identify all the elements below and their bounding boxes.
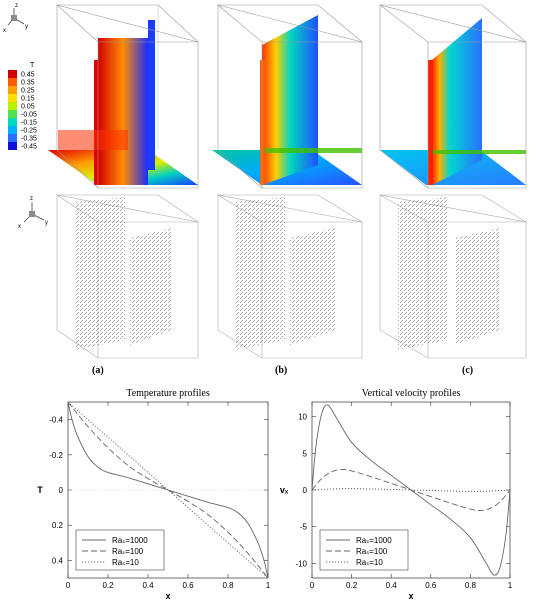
panel-b-contour xyxy=(212,4,363,189)
y-tick-label: 10 xyxy=(298,413,307,422)
colorbar-title: T xyxy=(30,62,35,69)
y-tick-label: 0 xyxy=(59,486,64,495)
series-line xyxy=(311,488,511,492)
colorbar-tick-label: -0.15 xyxy=(21,120,37,127)
legend-label: Raₛ=1000 xyxy=(112,536,148,545)
legend-box xyxy=(75,529,165,571)
colorbar-tick-label: 0.05 xyxy=(21,104,35,111)
x-tick-label: 0.8 xyxy=(465,581,477,590)
panel-c-contour xyxy=(379,4,527,189)
triad-z-label: z xyxy=(15,3,18,9)
colorbar-swatch xyxy=(8,102,17,110)
series-line xyxy=(67,401,269,579)
colorbar-tick-label: 0.35 xyxy=(21,80,35,87)
panel-label-a: (a) xyxy=(92,365,104,376)
x-axis-label: x xyxy=(165,591,170,601)
legend-label: Raₛ=10 xyxy=(356,558,383,567)
x-tick-label: 0 xyxy=(310,581,315,590)
y-tick-label: 0.2 xyxy=(52,521,64,530)
y-tick-label: 0.4 xyxy=(52,556,64,565)
y-tick-label: 0 xyxy=(303,486,308,495)
legend-label: Raₛ=1000 xyxy=(356,536,392,545)
colorbar-swatch xyxy=(8,126,17,134)
colorbar-tick-label: -0.25 xyxy=(21,128,37,135)
colorbar-tick-label: -0.45 xyxy=(21,144,37,151)
colorbar-swatch xyxy=(8,78,17,86)
x-tick-label: 1 xyxy=(508,581,513,590)
y-tick-label: -0.2 xyxy=(49,451,63,460)
colorbar-swatch xyxy=(8,142,17,150)
colorbar-swatch xyxy=(8,118,17,126)
triad-x-label: x xyxy=(3,28,6,34)
triad-mid-z-label: z xyxy=(30,196,33,202)
x-tick-label: 0.8 xyxy=(222,581,234,590)
triad-y-label: y xyxy=(25,24,28,30)
x-tick-label: 1 xyxy=(266,581,271,590)
colorbar-tick-label: -0.05 xyxy=(21,112,37,119)
panel-c-vectors xyxy=(378,194,528,359)
temperature-profile-chart: Temperature profiles 0 0.2 0.4 0.6 0.8 1 x -0.4 -… xyxy=(37,388,271,601)
chart-title: Temperature profiles xyxy=(126,388,210,399)
triad-mid-y-label: y xyxy=(45,220,48,226)
y-tick-label: 5 xyxy=(303,449,308,458)
panel-label-b: (b) xyxy=(275,365,287,376)
legend-label: Raₛ=100 xyxy=(356,547,388,556)
panel-a-vectors xyxy=(55,194,199,359)
legend-box xyxy=(319,529,409,571)
x-tick-label: 0 xyxy=(66,581,71,590)
y-tick-label: -0.4 xyxy=(49,416,63,425)
colorbar-swatch xyxy=(8,134,17,142)
y-axis-label: T xyxy=(37,485,43,495)
series-line xyxy=(67,401,269,579)
y-axis-label: vₓ xyxy=(280,485,289,495)
colorbar-tick-label: 0.25 xyxy=(21,88,35,95)
triad-mid-x-label: x xyxy=(18,224,21,230)
chart-title: Vertical velocity profiles xyxy=(362,388,461,399)
axis-triad-top: z y x xyxy=(3,3,28,34)
series-line xyxy=(67,401,269,579)
colorbar-tick-label: 0.15 xyxy=(21,96,35,103)
colorbar-tick-label: 0.45 xyxy=(21,72,35,79)
panel-label-c: (c) xyxy=(462,365,473,376)
colorbar-swatch xyxy=(8,110,17,118)
x-tick-label: 0.4 xyxy=(386,581,398,590)
axis-triad-mid: z y x xyxy=(18,196,48,230)
vertical-velocity-profile-chart: Vertical velocity profiles 0 0.2 0.4 0.6 0.8 1… xyxy=(280,388,513,601)
x-tick-label: 0.6 xyxy=(425,581,437,590)
x-tick-label: 0.6 xyxy=(182,581,194,590)
colorbar-swatch xyxy=(8,70,17,78)
x-tick-label: 0.4 xyxy=(142,581,154,590)
y-tick-label: -5 xyxy=(300,523,308,532)
x-axis-label: x xyxy=(408,591,413,601)
colorbar: T 0.450.350.250.150.05-0.05-0.15-0.25-0.… xyxy=(8,62,37,151)
legend-label: Raₛ=100 xyxy=(112,547,144,556)
panel-a-contour xyxy=(48,4,199,189)
colorbar-tick-label: -0.35 xyxy=(21,136,37,143)
colorbar-swatch xyxy=(8,94,17,102)
y-tick-label: -10 xyxy=(295,559,307,568)
legend-label: Raₛ=10 xyxy=(112,558,139,567)
x-tick-label: 0.2 xyxy=(102,581,114,590)
colorbar-swatch xyxy=(8,86,17,94)
x-tick-label: 0.2 xyxy=(346,581,358,590)
panel-b-vectors xyxy=(216,194,364,359)
